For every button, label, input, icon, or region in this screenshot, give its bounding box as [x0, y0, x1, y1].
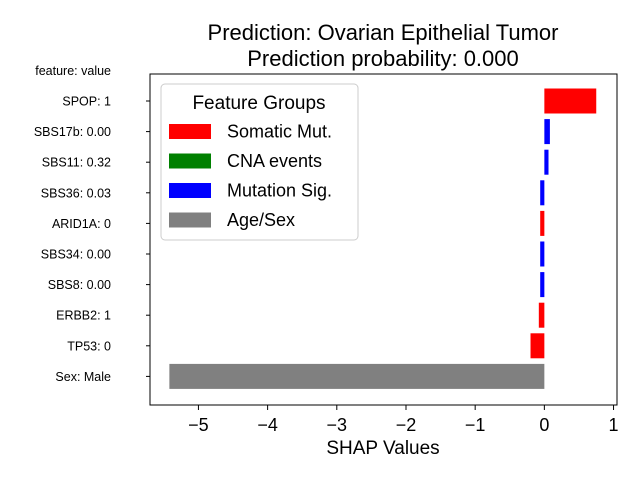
y-tick-label-7: ERBB2: 1 — [56, 309, 111, 323]
x-tick-label-2: −3 — [327, 415, 348, 435]
bar-6 — [540, 272, 545, 298]
y-tick-label-2: SBS11: 0.32 — [42, 156, 111, 170]
y-tick-label-9: Sex: Male — [55, 370, 111, 384]
y-tick-label-1: SBS17b: 0.00 — [34, 125, 111, 139]
legend-label-1: CNA events — [227, 151, 322, 171]
x-tick-label-4: −1 — [465, 415, 486, 435]
bar-8 — [530, 333, 545, 359]
bar-0 — [544, 88, 597, 114]
y-tick-label-8: TP53: 0 — [67, 339, 111, 353]
bar-4 — [540, 210, 545, 236]
plot-area-frame — [149, 73, 618, 406]
x-tick-label-5: 0 — [539, 415, 549, 435]
bar-3 — [540, 180, 545, 206]
bar-7 — [538, 302, 545, 328]
legend: Feature Groups Somatic Mut. CNA events Mut… — [160, 83, 359, 241]
x-tick-label-3: −2 — [396, 415, 417, 435]
y-axis-header: feature: value — [35, 64, 111, 78]
legend-swatch-3 — [169, 212, 211, 228]
legend-swatch-0 — [169, 124, 211, 139]
y-tick-label-5: SBS34: 0.00 — [41, 248, 111, 262]
chart-title-line1: Prediction: Ovarian Epithelial Tumor — [208, 20, 559, 45]
bar-5 — [540, 241, 545, 267]
x-tick-label-0: −5 — [188, 415, 209, 435]
y-tick-label-6: SBS8: 0.00 — [48, 278, 111, 292]
legend-label-0: Somatic Mut. — [227, 122, 332, 142]
y-tick-label-3: SBS36: 0.03 — [41, 186, 111, 200]
x-axis-label: SHAP Values — [326, 438, 439, 459]
bar-9 — [169, 363, 545, 389]
y-tick-label-4: ARID1A: 0 — [52, 217, 111, 231]
bar-2 — [544, 149, 549, 175]
legend-frame — [160, 83, 359, 241]
legend-label-2: Mutation Sig. — [227, 181, 332, 201]
x-tick-label-1: −4 — [257, 415, 278, 435]
legend-swatch-2 — [169, 183, 211, 198]
legend-title: Feature Groups — [192, 93, 325, 114]
chart-title-line2: Prediction probability: 0.000 — [247, 46, 519, 71]
x-tick-label-6: 1 — [609, 415, 619, 435]
bar-1 — [544, 119, 550, 145]
legend-swatch-1 — [169, 153, 211, 169]
legend-label-3: Age/Sex — [227, 210, 295, 230]
y-tick-label-0: SPOP: 1 — [62, 95, 111, 109]
